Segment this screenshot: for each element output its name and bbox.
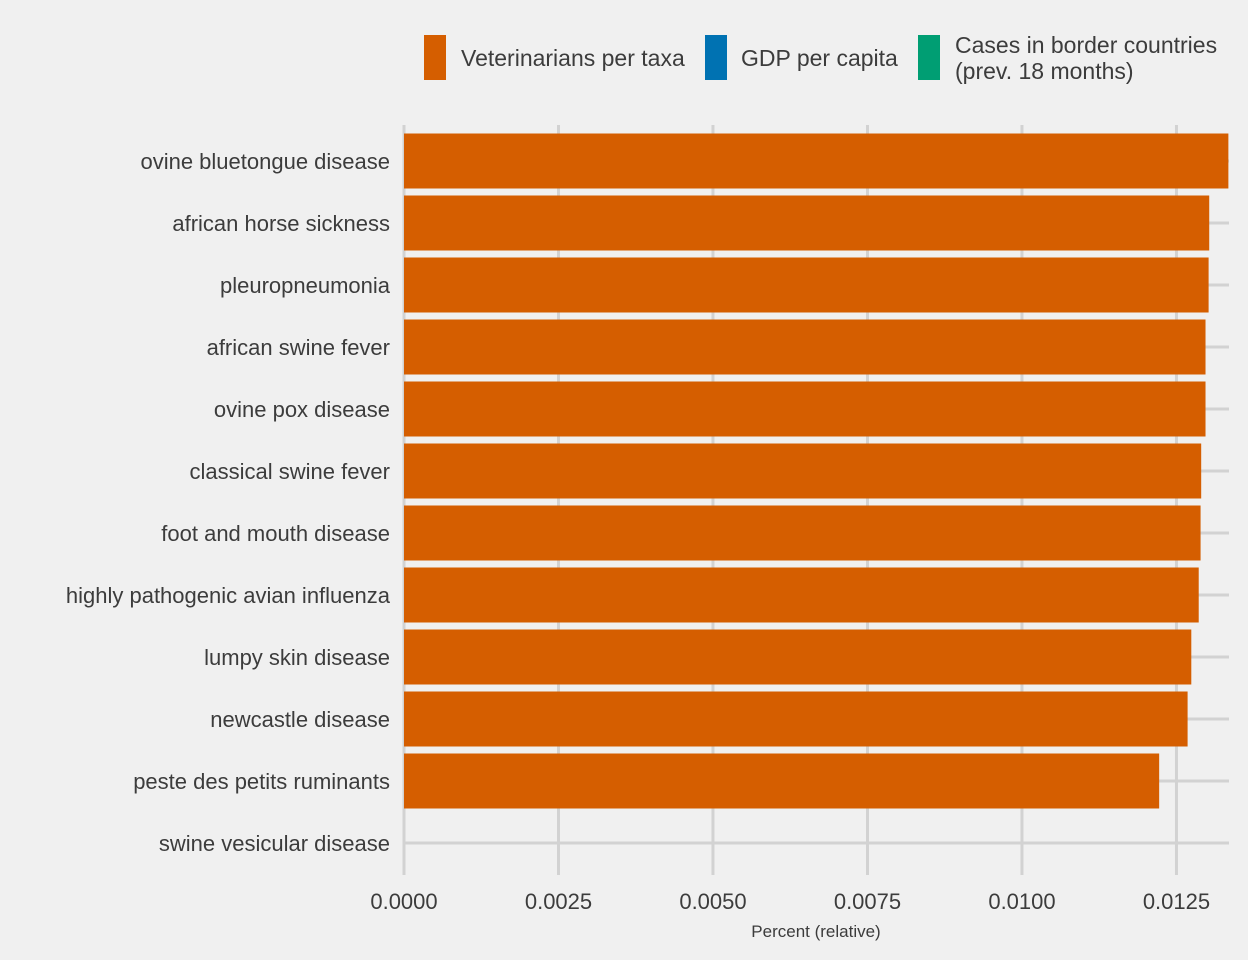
x-tick-label-5: 0.0125 [1143,889,1210,914]
x-tick-label-1: 0.0025 [525,889,592,914]
x-tick-label-4: 0.0100 [988,889,1055,914]
legend-label-2-0: Cases in border countries [955,32,1217,58]
bar-7 [404,567,1199,623]
category-label-3: african swine fever [207,335,390,360]
legend-label-2-1: (prev. 18 months) [955,58,1134,84]
bar-10 [404,753,1160,809]
category-label-10: peste des petits ruminants [133,769,390,794]
category-label-7: highly pathogenic avian influenza [66,583,391,608]
category-label-11: swine vesicular disease [159,831,390,856]
category-label-4: ovine pox disease [214,397,390,422]
x-axis-title: Percent (relative) [751,922,880,941]
category-label-8: lumpy skin disease [204,645,390,670]
legend-swatch-1 [705,35,727,80]
bar-2 [404,257,1209,313]
category-label-5: classical swine fever [189,459,390,484]
category-label-9: newcastle disease [210,707,390,732]
bar-9 [404,691,1188,747]
category-label-1: african horse sickness [172,211,390,236]
bar-0 [404,133,1229,189]
legend-swatch-2 [918,35,940,80]
bar-5 [404,443,1202,499]
legend: Veterinarians per taxa GDP per capita Case… [424,32,1217,84]
bar-6 [404,505,1201,561]
bars [404,133,1229,809]
bar-8 [404,629,1192,685]
bar-3 [404,319,1206,375]
category-labels: ovine bluetongue disease african horse si… [66,149,391,856]
legend-label-1-0: GDP per capita [741,45,898,71]
x-tick-label-0: 0.0000 [370,889,437,914]
bar-4 [404,381,1206,437]
legend-label-0-0: Veterinarians per taxa [461,45,685,71]
category-label-6: foot and mouth disease [161,521,390,546]
category-label-2: pleuropneumonia [220,273,391,298]
bar-1 [404,195,1210,251]
x-tick-label-2: 0.0050 [679,889,746,914]
legend-swatch-0 [424,35,446,80]
category-label-0: ovine bluetongue disease [140,149,390,174]
x-axis-ticks: 0.0000 0.0025 0.0050 0.0075 0.0100 0.0125 [370,889,1210,914]
x-tick-label-3: 0.0075 [834,889,901,914]
